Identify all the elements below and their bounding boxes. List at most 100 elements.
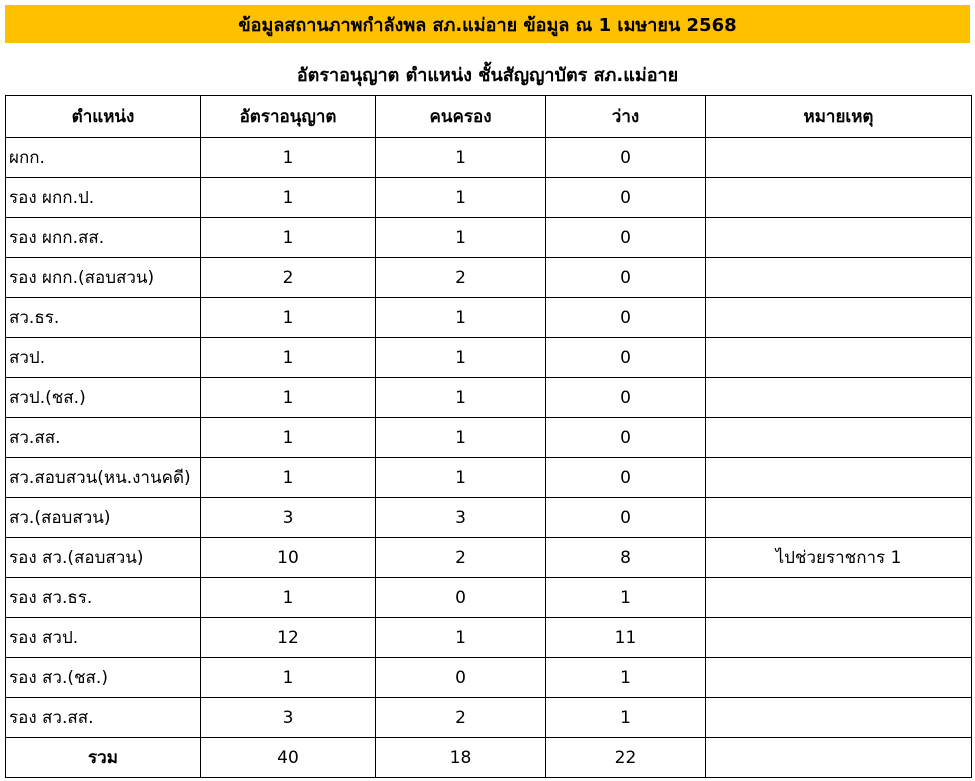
table-row: สว.สอบสวน(หน.งานคดี) 1 1 0 [5,457,972,498]
cell: รอง สว.(สอบสวน) [5,537,201,578]
cell: 1 [200,577,376,618]
cell: 0 [545,497,706,538]
cell: 1 [375,137,546,178]
cell: รอง สว.สส. [5,697,201,738]
cell [705,577,972,618]
cell: 1 [200,657,376,698]
cell: 3 [200,497,376,538]
table-row: สว.(สอบสวน) 3 3 0 [5,497,972,538]
cell: ไปช่วยราชการ 1 [705,537,972,578]
cell: 0 [545,457,706,498]
cell [705,297,972,338]
table-caption: อัตราอนุญาต ตำแหน่ง ชั้นสัญญาบัตร สภ.แม่… [296,65,679,86]
table-row: รอง สว.(ชส.) 1 0 1 [5,657,972,698]
cell [705,377,972,418]
table-row: สว.สส. 1 1 0 [5,417,972,458]
cell [705,217,972,258]
cell: สว.(สอบสวน) [5,497,201,538]
cell: 1 [375,177,546,218]
banner-title: ข้อมูลสถานภาพกำลังพล สภ.แม่อาย ข้อมูล ณ … [5,5,970,43]
cell: 1 [545,577,706,618]
table-row: รอง สวป. 12 1 11 [5,617,972,658]
cell: 1 [200,297,376,338]
header-row: ตำแหน่ง อัตราอนุญาต คนครอง ว่าง หมายเหตุ [5,95,972,138]
cell: สวป.(ชส.) [5,377,201,418]
cell: 0 [545,417,706,458]
cell: 2 [375,257,546,298]
column-header: หมายเหตุ [705,95,972,138]
cell: รอง สวป. [5,617,201,658]
cell: 1 [200,337,376,378]
total-row: รวม 40 18 22 [5,737,972,778]
table-row: ผกก. 1 1 0 [5,137,972,178]
cell: 8 [545,537,706,578]
cell: 18 [375,737,546,778]
cell: 1 [375,457,546,498]
cell: 2 [375,697,546,738]
cell: 0 [545,177,706,218]
cell: 10 [200,537,376,578]
cell: รอง ผกก.(สอบสวน) [5,257,201,298]
cell: 0 [545,217,706,258]
cell [705,497,972,538]
table-row: รอง ผกก.(สอบสวน) 2 2 0 [5,257,972,298]
cell [705,137,972,178]
table-row: รอง สว.(สอบสวน) 10 2 8 ไปช่วยราชการ 1 [5,537,972,578]
cell: 1 [200,177,376,218]
cell: รอง สว.(ชส.) [5,657,201,698]
cell: รอง สว.ธร. [5,577,201,618]
cell: รวม [5,737,201,778]
cell [705,177,972,218]
cell: รอง ผกก.สส. [5,217,201,258]
cell: 22 [545,737,706,778]
cell: สวป. [5,337,201,378]
cell: สว.สอบสวน(หน.งานคดี) [5,457,201,498]
cell: 0 [545,377,706,418]
cell: 1 [200,217,376,258]
cell: 1 [200,137,376,178]
column-header: อัตราอนุญาต [200,95,376,138]
cell [705,257,972,298]
cell: 11 [545,617,706,658]
table-row: รอง สว.ธร. 1 0 1 [5,577,972,618]
cell: 0 [545,297,706,338]
cell: 1 [200,377,376,418]
cell: 1 [200,417,376,458]
cell: สว.ธร. [5,297,201,338]
cell: 1 [545,657,706,698]
cell [705,657,972,698]
column-header: ตำแหน่ง [5,95,201,138]
cell: 12 [200,617,376,658]
cell: 0 [375,657,546,698]
cell: 0 [375,577,546,618]
cell [705,337,972,378]
cell: 1 [375,217,546,258]
cell: 0 [545,337,706,378]
cell: 2 [375,537,546,578]
cell: 1 [375,297,546,338]
cell: 0 [545,257,706,298]
column-header: คนครอง [375,95,546,138]
table-row: สวป. 1 1 0 [5,337,972,378]
cell: ผกก. [5,137,201,178]
table-row: สวป.(ชส.) 1 1 0 [5,377,972,418]
cell: 40 [200,737,376,778]
cell: 0 [545,137,706,178]
cell [705,457,972,498]
cell: 1 [200,457,376,498]
cell [705,737,972,778]
cell: 1 [375,417,546,458]
table-row: รอง สว.สส. 3 2 1 [5,697,972,738]
cell: 3 [200,697,376,738]
cell: รอง ผกก.ป. [5,177,201,218]
column-header: ว่าง [545,95,706,138]
table: ตำแหน่ง อัตราอนุญาต คนครอง ว่าง หมายเหตุ ผกก… [5,95,972,778]
cell: 1 [545,697,706,738]
cell: สว.สส. [5,417,201,458]
table-row: รอง ผกก.สส. 1 1 0 [5,217,972,258]
cell: 1 [375,337,546,378]
cell [705,417,972,458]
cell: 1 [375,617,546,658]
cell: 3 [375,497,546,538]
